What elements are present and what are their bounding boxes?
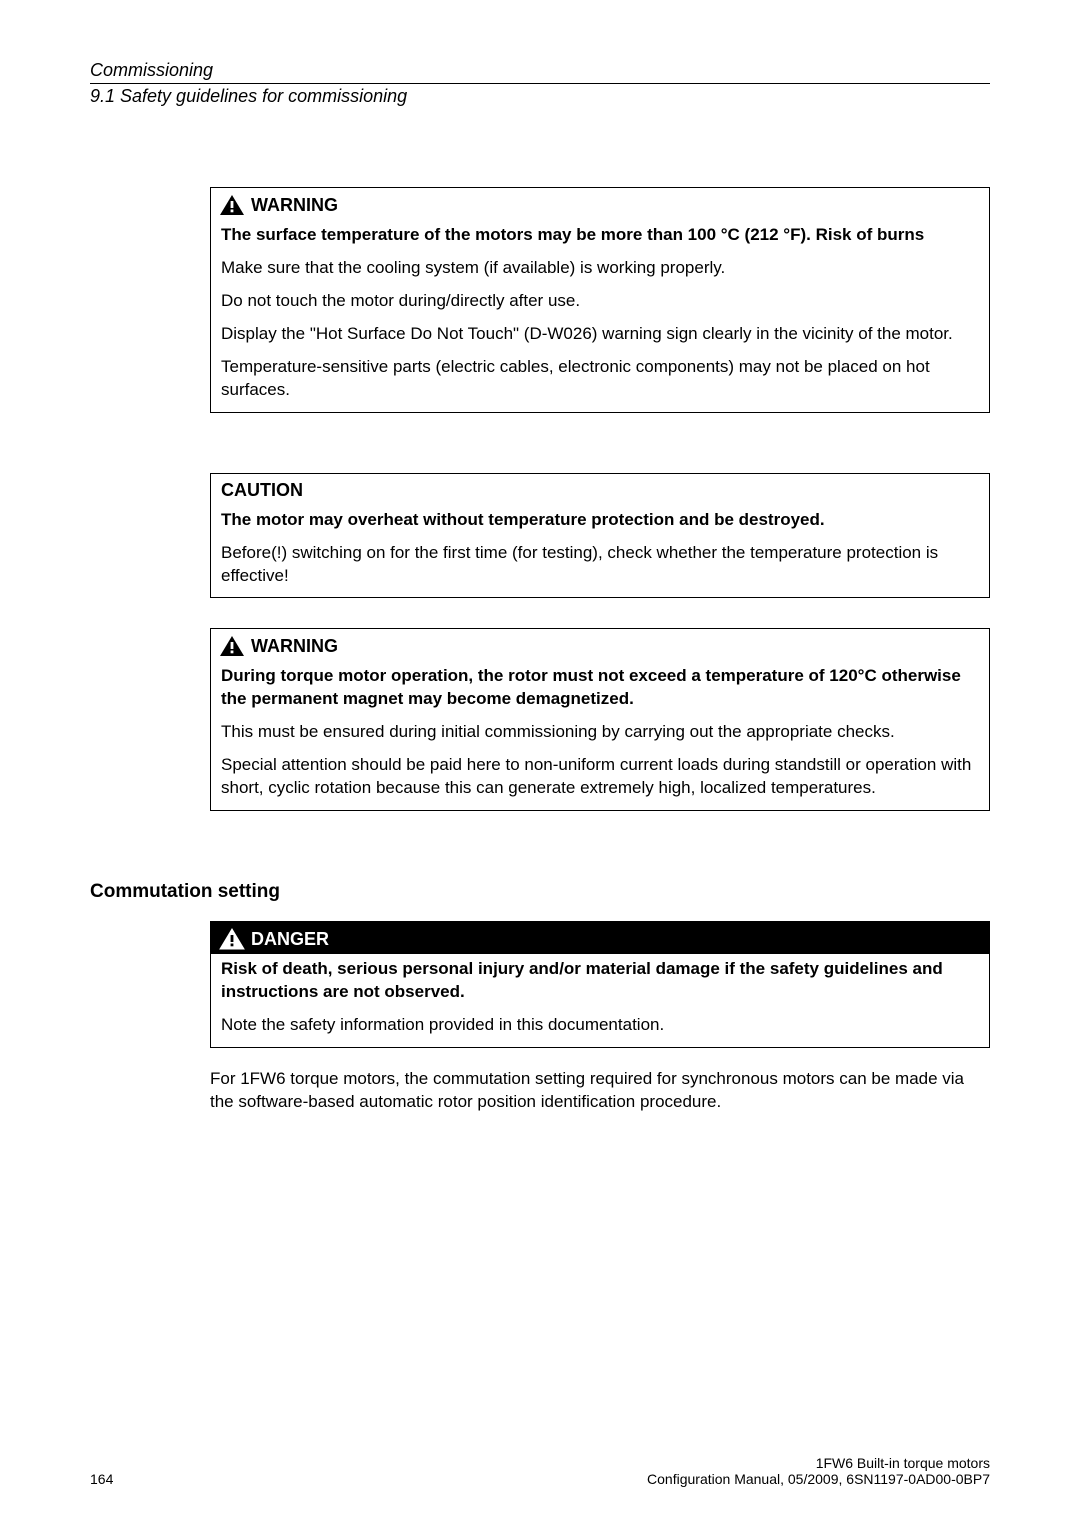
warning-header: WARNING xyxy=(211,188,989,220)
danger-bold-text: Risk of death, serious personal injury a… xyxy=(221,958,979,1004)
warning-label: WARNING xyxy=(251,636,338,657)
caution-callout: CAUTION The motor may overheat without t… xyxy=(210,473,990,599)
warning-label: WARNING xyxy=(251,195,338,216)
warning-body: During torque motor operation, the rotor… xyxy=(211,661,989,810)
warning-text: Make sure that the cooling system (if av… xyxy=(221,257,979,280)
warning-callout-2: WARNING During torque motor operation, t… xyxy=(210,628,990,811)
page: Commissioning 9.1 Safety guidelines for … xyxy=(0,0,1080,1527)
content-area: WARNING The surface temperature of the m… xyxy=(210,187,990,811)
warning-triangle-icon xyxy=(219,635,245,657)
warning-text: This must be ensured during initial comm… xyxy=(221,721,979,744)
warning-bold-text: The surface temperature of the motors ma… xyxy=(221,224,979,247)
content-area-2: DANGER Risk of death, serious personal i… xyxy=(210,921,990,1114)
warning-header: WARNING xyxy=(211,629,989,661)
caution-bold-text: The motor may overheat without temperatu… xyxy=(221,509,979,532)
danger-label: DANGER xyxy=(251,929,329,950)
caution-header: CAUTION xyxy=(211,474,989,505)
header-rule xyxy=(90,83,990,84)
caution-label: CAUTION xyxy=(221,480,303,501)
section-heading: Commutation setting xyxy=(90,881,990,903)
warning-text: Special attention should be paid here to… xyxy=(221,754,979,800)
page-footer: 164 1FW6 Built-in torque motors Configur… xyxy=(90,1455,990,1487)
warning-text: Temperature-sensitive parts (electric ca… xyxy=(221,356,979,402)
warning-text: Display the "Hot Surface Do Not Touch" (… xyxy=(221,323,979,346)
danger-header: DANGER xyxy=(211,922,989,954)
danger-callout: DANGER Risk of death, serious personal i… xyxy=(210,921,990,1048)
danger-triangle-icon xyxy=(219,928,245,950)
warning-text: Do not touch the motor during/directly a… xyxy=(221,290,979,313)
caution-text: Before(!) switching on for the first tim… xyxy=(221,542,979,588)
footer-line2: Configuration Manual, 05/2009, 6SN1197-0… xyxy=(647,1471,990,1487)
page-number: 164 xyxy=(90,1471,113,1487)
caution-body: The motor may overheat without temperatu… xyxy=(211,505,989,598)
body-paragraph: For 1FW6 torque motors, the commutation … xyxy=(210,1068,990,1114)
warning-triangle-icon xyxy=(219,194,245,216)
page-header: Commissioning 9.1 Safety guidelines for … xyxy=(90,60,990,107)
header-title: Commissioning xyxy=(90,60,990,81)
warning-body: The surface temperature of the motors ma… xyxy=(211,220,989,412)
danger-text: Note the safety information provided in … xyxy=(221,1014,979,1037)
footer-line1: 1FW6 Built-in torque motors xyxy=(647,1455,990,1471)
header-subtitle: 9.1 Safety guidelines for commissioning xyxy=(90,86,990,107)
warning-bold-text: During torque motor operation, the rotor… xyxy=(221,665,979,711)
footer-right: 1FW6 Built-in torque motors Configuratio… xyxy=(647,1455,990,1487)
warning-callout-1: WARNING The surface temperature of the m… xyxy=(210,187,990,413)
danger-body: Risk of death, serious personal injury a… xyxy=(211,954,989,1047)
